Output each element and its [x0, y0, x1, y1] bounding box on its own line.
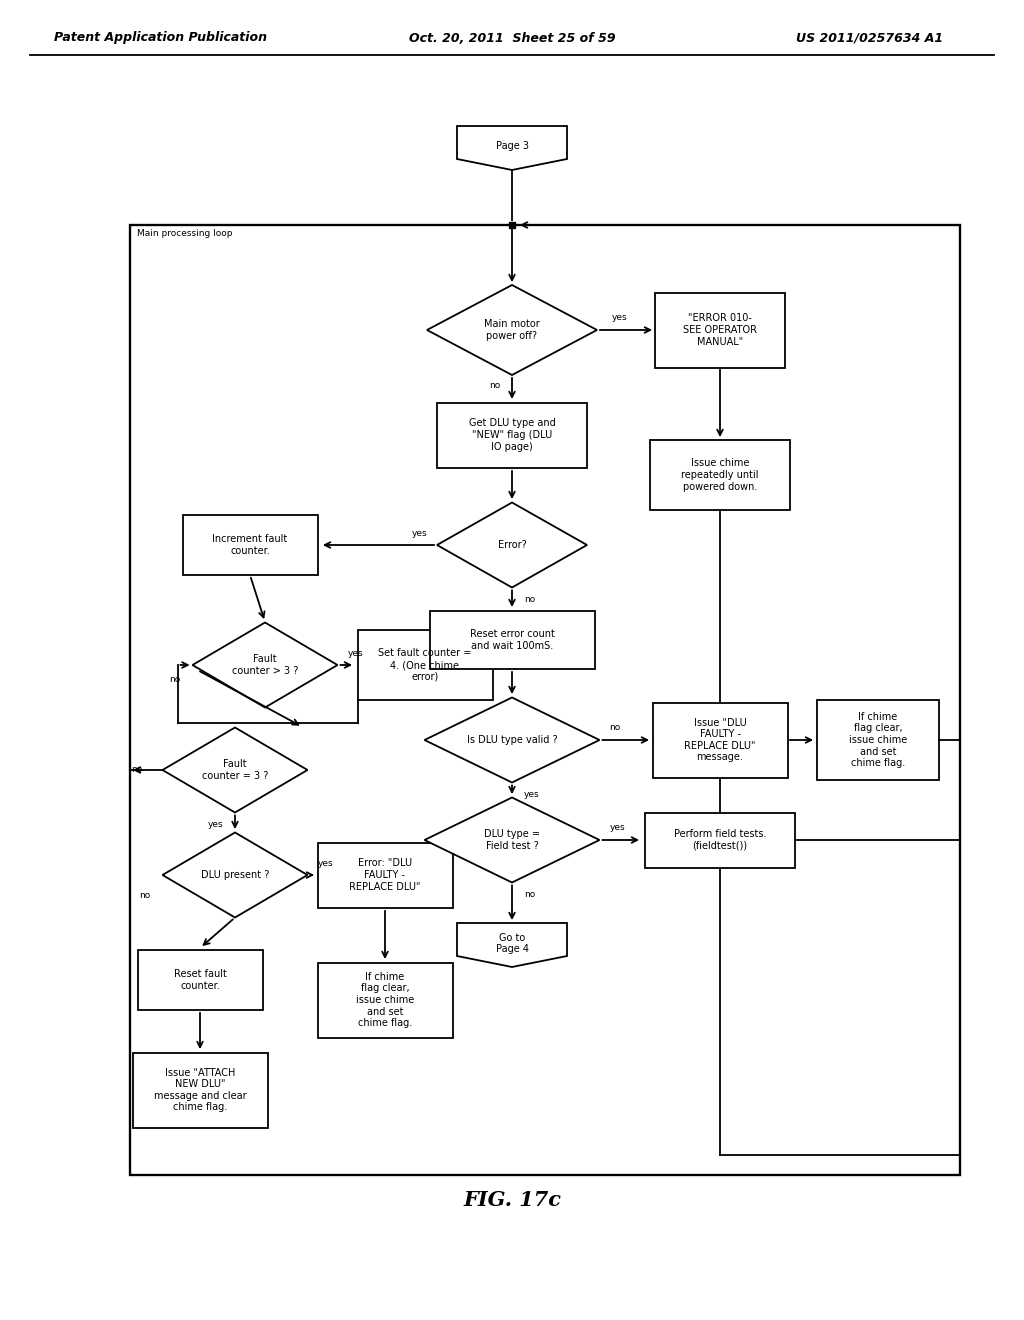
Text: Page 3: Page 3: [496, 141, 528, 152]
Text: Go to
Page 4: Go to Page 4: [496, 932, 528, 954]
Polygon shape: [457, 125, 567, 170]
Text: Get DLU type and
"NEW" flag (DLU
IO page): Get DLU type and "NEW" flag (DLU IO page…: [469, 418, 555, 451]
Text: Increment fault
counter.: Increment fault counter.: [212, 535, 288, 556]
Polygon shape: [425, 797, 599, 883]
FancyBboxPatch shape: [650, 440, 790, 510]
Text: no: no: [139, 891, 151, 899]
FancyBboxPatch shape: [357, 630, 493, 700]
FancyBboxPatch shape: [437, 403, 587, 467]
Text: Is DLU type valid ?: Is DLU type valid ?: [467, 735, 557, 744]
Text: no: no: [609, 723, 621, 733]
FancyBboxPatch shape: [645, 813, 795, 867]
Text: Error?: Error?: [498, 540, 526, 550]
Text: no: no: [131, 766, 142, 775]
Text: Set fault counter =
4. (One chime
error): Set fault counter = 4. (One chime error): [378, 648, 472, 681]
Text: Main processing loop: Main processing loop: [137, 230, 232, 239]
Text: no: no: [524, 890, 536, 899]
Text: yes: yes: [412, 528, 427, 537]
Text: Oct. 20, 2011  Sheet 25 of 59: Oct. 20, 2011 Sheet 25 of 59: [409, 32, 615, 45]
Text: yes: yes: [609, 824, 625, 833]
Text: Perform field tests.
(fieldtest()): Perform field tests. (fieldtest()): [674, 829, 766, 851]
FancyBboxPatch shape: [132, 1052, 267, 1127]
Text: Fault
counter > 3 ?: Fault counter > 3 ?: [231, 655, 298, 676]
Text: no: no: [488, 380, 500, 389]
FancyBboxPatch shape: [317, 842, 453, 908]
Text: no: no: [524, 595, 536, 605]
Text: no: no: [169, 676, 180, 685]
Text: US 2011/0257634 A1: US 2011/0257634 A1: [797, 32, 943, 45]
Text: Reset error count
and wait 100mS.: Reset error count and wait 100mS.: [470, 630, 554, 651]
Text: If chime
flag clear,
issue chime
and set
chime flag.: If chime flag clear, issue chime and set…: [849, 711, 907, 768]
Text: Main motor
power off?: Main motor power off?: [484, 319, 540, 341]
Text: Patent Application Publication: Patent Application Publication: [53, 32, 266, 45]
Text: Reset fault
counter.: Reset fault counter.: [173, 969, 226, 991]
Polygon shape: [425, 697, 599, 783]
Text: yes: yes: [347, 648, 364, 657]
FancyBboxPatch shape: [317, 962, 453, 1038]
FancyBboxPatch shape: [137, 950, 262, 1010]
FancyBboxPatch shape: [655, 293, 785, 367]
FancyBboxPatch shape: [182, 515, 317, 576]
Text: Fault
counter = 3 ?: Fault counter = 3 ?: [202, 759, 268, 781]
Text: "ERROR 010-
SEE OPERATOR
MANUAL": "ERROR 010- SEE OPERATOR MANUAL": [683, 313, 757, 347]
Polygon shape: [163, 727, 307, 813]
Text: Error: "DLU
FAULTY -
REPLACE DLU": Error: "DLU FAULTY - REPLACE DLU": [349, 858, 421, 891]
Text: Issue "ATTACH
NEW DLU"
message and clear
chime flag.: Issue "ATTACH NEW DLU" message and clear…: [154, 1068, 247, 1113]
Text: Issue chime
repeatedly until
powered down.: Issue chime repeatedly until powered dow…: [681, 458, 759, 491]
FancyBboxPatch shape: [429, 611, 595, 669]
Text: yes: yes: [317, 858, 333, 867]
Text: DLU present ?: DLU present ?: [201, 870, 269, 880]
Polygon shape: [163, 833, 307, 917]
Text: yes: yes: [208, 820, 223, 829]
Text: yes: yes: [612, 314, 628, 322]
Polygon shape: [457, 923, 567, 968]
FancyBboxPatch shape: [652, 702, 787, 777]
Polygon shape: [193, 623, 338, 708]
Text: FIG. 17c: FIG. 17c: [463, 1191, 561, 1210]
Polygon shape: [437, 503, 587, 587]
Text: DLU type =
Field test ?: DLU type = Field test ?: [484, 829, 540, 851]
FancyBboxPatch shape: [817, 700, 939, 780]
Text: Issue "DLU
FAULTY -
REPLACE DLU"
message.: Issue "DLU FAULTY - REPLACE DLU" message…: [684, 718, 756, 763]
Text: yes: yes: [524, 789, 540, 799]
Polygon shape: [427, 285, 597, 375]
Text: If chime
flag clear,
issue chime
and set
chime flag.: If chime flag clear, issue chime and set…: [356, 972, 414, 1028]
